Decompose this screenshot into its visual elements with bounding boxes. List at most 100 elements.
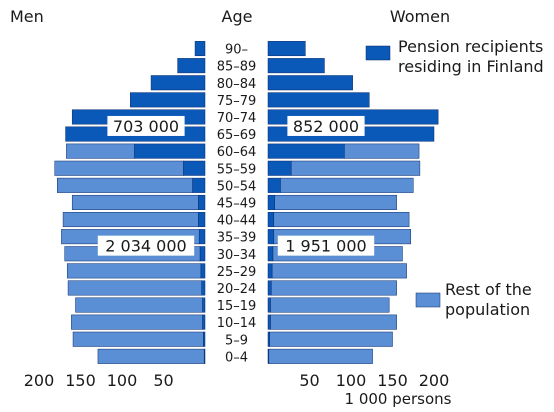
men-pension-bar <box>202 314 206 330</box>
legend-swatch <box>365 45 391 61</box>
women-tick-label: 200 <box>419 371 450 390</box>
age-title: Age <box>222 7 253 26</box>
women-rest-bar <box>280 177 414 193</box>
men-rest-bar <box>75 297 203 313</box>
age-label: 0–4 <box>225 350 248 365</box>
legend-label: Pension recipients <box>398 37 543 56</box>
women-rest-bar <box>271 280 397 296</box>
men-pension-bar <box>177 58 206 74</box>
age-label: 65–69 <box>217 128 257 143</box>
age-label: 30–34 <box>217 248 257 263</box>
legend-label: Rest of the <box>445 280 532 299</box>
annotation-label: 1 951 000 <box>285 237 366 256</box>
women-pension-bar <box>267 297 271 313</box>
men-tick-label: 200 <box>24 371 55 390</box>
women-pension-bar <box>267 143 345 159</box>
age-label: 50–54 <box>217 179 257 194</box>
women-rest-bar <box>271 263 407 279</box>
legend-label: population <box>445 300 530 319</box>
age-label: 75–79 <box>217 94 257 109</box>
men-pension-bar <box>202 297 206 313</box>
men-rest-bar <box>67 280 202 296</box>
x-axis-ticks: 200 150 100 50 50 100 150 200 <box>24 371 450 390</box>
men-rest-bar <box>71 314 203 330</box>
women-rest-bar <box>270 314 397 330</box>
women-pension-bar <box>267 177 281 193</box>
age-label: 90– <box>225 43 248 58</box>
women-pension-bar <box>267 75 353 91</box>
women-rest-bar <box>273 212 410 228</box>
age-label: 35–39 <box>217 231 257 246</box>
women-pension-bar <box>267 160 292 176</box>
women-pension-bar <box>267 314 271 330</box>
men-tick-label: 50 <box>153 371 173 390</box>
annotations: 703 000 852 000 2 034 000 1 951 000 <box>97 115 375 256</box>
men-pension-bar <box>183 160 206 176</box>
annotation-box <box>277 235 375 256</box>
age-label: 60–64 <box>217 145 257 160</box>
women-rest-bar <box>274 194 397 210</box>
age-label: 85–89 <box>217 60 257 75</box>
women-pension-bar <box>267 212 275 228</box>
women-rest-bar <box>290 160 421 176</box>
women-tick-label: 150 <box>377 371 408 390</box>
women-pension-bar <box>267 58 325 74</box>
age-label: 55–59 <box>217 162 257 177</box>
men-pension-bar <box>201 280 206 296</box>
men-pension-bar <box>199 246 206 262</box>
women-title: Women <box>390 7 450 26</box>
age-label: 80–84 <box>217 77 257 92</box>
women-rest-bar <box>270 297 390 313</box>
age-label: 70–74 <box>217 111 257 126</box>
men-pension-bar <box>150 75 206 91</box>
women-tick-label: 100 <box>336 371 367 390</box>
women-pension-bar <box>267 92 370 108</box>
age-label: 20–24 <box>217 282 257 297</box>
annotation-label: 2 034 000 <box>105 237 186 256</box>
age-label: 15–19 <box>217 299 257 314</box>
women-pension-bar <box>267 280 272 296</box>
annotation-label: 852 000 <box>293 117 359 136</box>
annotation-box <box>107 115 185 136</box>
women-rest-bar <box>268 348 373 364</box>
men-pension-bar <box>200 263 206 279</box>
men-rest-bar <box>97 348 205 364</box>
legend-swatch <box>415 292 441 308</box>
women-rest-bar <box>344 143 420 159</box>
men-rest-bar <box>54 160 184 176</box>
men-pension-bar <box>194 41 206 57</box>
legend-label: residing in Finland <box>398 57 544 76</box>
men-title: Men <box>10 7 44 26</box>
men-rest-bar <box>72 331 204 347</box>
women-pension-bar <box>267 41 306 57</box>
women-pension-bar <box>267 263 273 279</box>
x-axis-label: 1 000 persons <box>345 390 452 408</box>
annotation-box <box>287 115 365 136</box>
annotation-box <box>97 235 195 256</box>
women-pension-bar <box>267 246 274 262</box>
men-tick-label: 150 <box>65 371 96 390</box>
men-pension-bar <box>130 92 206 108</box>
annotation-label: 703 000 <box>113 117 179 136</box>
men-pension-bar <box>198 212 206 228</box>
women-rest-bar <box>269 331 393 347</box>
women-tick-label: 50 <box>299 371 319 390</box>
men-rest-bar <box>62 212 199 228</box>
men-pension-bar <box>134 143 206 159</box>
men-rest-bar <box>71 194 199 210</box>
women-pension-bar <box>267 194 275 210</box>
men-pension-bar <box>198 194 206 210</box>
age-label: 5–9 <box>225 333 248 348</box>
men-rest-bar <box>57 177 193 193</box>
age-label: 40–44 <box>217 214 257 229</box>
men-tick-label: 100 <box>107 371 138 390</box>
age-label: 10–14 <box>217 316 257 331</box>
men-rest-bar <box>66 263 202 279</box>
women-pension-bar <box>267 229 275 245</box>
men-rest-bar <box>66 143 135 159</box>
men-pension-bar <box>192 177 206 193</box>
men-pension-bar <box>198 229 206 245</box>
age-labels: 90– 85–89 80–84 75–79 70–74 65–69 60–64 55–59 50… <box>217 43 257 366</box>
